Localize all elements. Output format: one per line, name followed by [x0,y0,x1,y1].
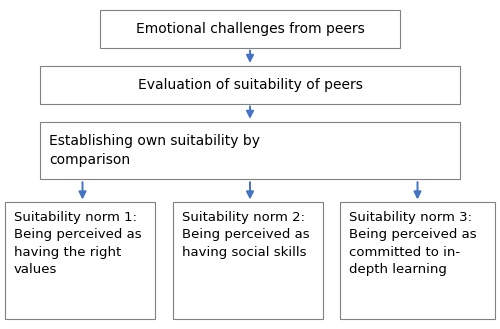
Text: Suitability norm 3:
Being perceived as
committed to in-
depth learning: Suitability norm 3: Being perceived as c… [349,211,476,276]
Text: Suitability norm 1:
Being perceived as
having the right
values: Suitability norm 1: Being perceived as h… [14,211,141,276]
Text: Evaluation of suitability of peers: Evaluation of suitability of peers [138,78,362,92]
Text: Emotional challenges from peers: Emotional challenges from peers [136,22,364,36]
FancyBboxPatch shape [100,10,400,48]
FancyBboxPatch shape [5,202,155,319]
Text: Suitability norm 2:
Being perceived as
having social skills: Suitability norm 2: Being perceived as h… [182,211,309,259]
FancyBboxPatch shape [40,66,460,104]
FancyBboxPatch shape [172,202,322,319]
Text: Establishing own suitability by
comparison: Establishing own suitability by comparis… [49,134,260,167]
FancyBboxPatch shape [340,202,495,319]
FancyBboxPatch shape [40,122,460,179]
